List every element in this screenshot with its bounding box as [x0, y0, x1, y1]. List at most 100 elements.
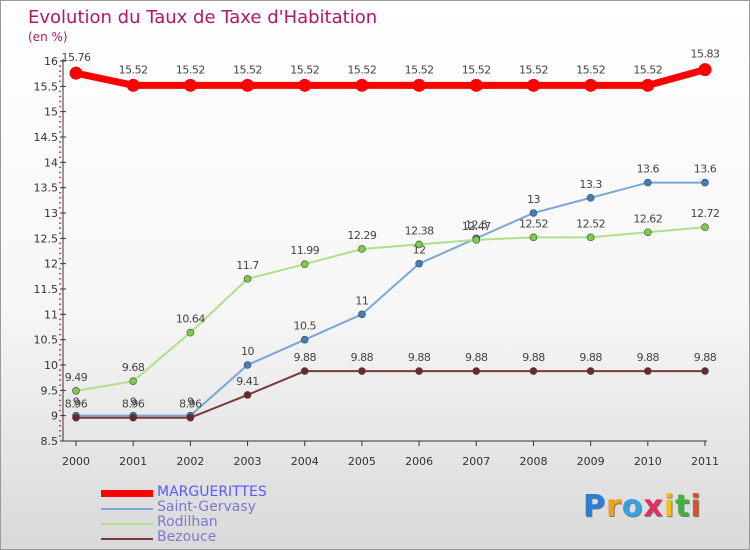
y-tick-label: 8.5: [41, 435, 59, 448]
data-label: 8.96: [122, 398, 145, 411]
y-minor-dot: [59, 419, 61, 422]
y-minor-dot: [59, 156, 61, 159]
y-minor-dot: [59, 303, 61, 306]
logo-letter: P: [583, 489, 606, 524]
chart-unit-label: (en %): [28, 30, 68, 44]
data-label: 15.52: [347, 63, 376, 76]
data-label: 8.96: [179, 398, 202, 411]
y-minor-dot: [59, 207, 61, 209]
data-point: [355, 78, 369, 92]
x-tick-label: 2001: [119, 455, 147, 468]
data-point: [300, 260, 309, 268]
logo-letter: i: [663, 489, 676, 524]
y-minor-dot: [59, 115, 61, 118]
data-label: 9.49: [65, 371, 88, 384]
data-point: [358, 310, 366, 319]
y-tick-label: 13.5: [34, 182, 59, 195]
y-minor-dot: [59, 333, 61, 336]
x-tick-label: 2011: [691, 455, 719, 468]
x-tick-label: 2010: [634, 455, 662, 468]
series-line: [72, 66, 709, 89]
chart-title: Evolution du Taux de Taxe d'Habitation: [28, 7, 378, 28]
y-minor-dot: [59, 404, 61, 407]
y-minor-dot: [59, 95, 61, 98]
y-minor-dot: [59, 435, 61, 437]
y-minor-dot: [59, 247, 61, 250]
y-minor-dot: [59, 293, 61, 295]
y-minor-dot: [59, 232, 61, 235]
y-minor-dot: [59, 323, 61, 326]
y-tick-label: 10.5: [34, 334, 59, 347]
data-label: 9: [130, 396, 137, 409]
logo-letter: i: [690, 489, 702, 524]
data-point: [69, 66, 83, 80]
legend-label: MARGUERITTES: [157, 484, 267, 500]
legend-label: Bezouce: [157, 529, 217, 545]
data-label: 15.76: [62, 51, 91, 64]
data-label: 12.5: [465, 218, 488, 231]
x-tick-label: 2000: [62, 455, 90, 468]
y-minor-dot: [59, 348, 61, 351]
y-minor-dot: [59, 181, 61, 184]
data-label: 9: [187, 396, 194, 409]
y-minor-dot: [59, 308, 61, 311]
y-minor-dot: [59, 151, 61, 154]
y-minor-dot: [59, 65, 61, 67]
data-point: [126, 78, 140, 92]
data-label: 9.88: [408, 351, 431, 364]
data-label: 9.88: [465, 351, 488, 364]
y-minor-dot: [59, 171, 61, 174]
y-minor-dot: [59, 374, 61, 377]
data-point: [243, 391, 252, 399]
y-minor-dot: [59, 131, 61, 133]
y-minor-dot: [59, 369, 61, 371]
legend-label: Rodilhan: [157, 514, 218, 530]
y-minor-dot: [59, 429, 61, 432]
y-minor-dot: [59, 166, 61, 169]
x-tick-label: 2008: [519, 455, 547, 468]
data-label: 15.52: [576, 63, 605, 76]
data-point: [641, 78, 655, 92]
data-point: [584, 78, 598, 92]
series-bezouce: 8.96 8.96 8.96 9.41 9.88 9.88 9.88 9.88 9.88 9.88…: [65, 351, 717, 422]
y-minor-dot: [59, 394, 61, 397]
data-label: 10.5: [293, 320, 316, 333]
series-line: [75, 370, 706, 419]
data-label: 12.52: [519, 217, 548, 230]
data-label: 15.52: [405, 63, 434, 76]
y-tick-label: 15: [44, 106, 58, 119]
y-minor-dot: [59, 141, 61, 143]
data-label: 11.99: [290, 244, 319, 257]
y-tick-label: 13: [44, 207, 58, 220]
y-minor-dot: [59, 222, 61, 225]
y-minor-dot: [59, 257, 61, 260]
y-tick-label: 11.5: [34, 283, 59, 296]
x-tick-label: 2007: [462, 455, 490, 468]
legend-label: Saint-Gervasy: [157, 499, 256, 515]
y-minor-dot: [59, 146, 61, 149]
data-label: 10: [241, 345, 254, 358]
data-point: [469, 78, 483, 92]
y-minor-dot: [59, 242, 61, 245]
data-point: [243, 275, 252, 283]
data-point: [298, 78, 312, 92]
data-point: [72, 387, 80, 395]
series-marguerittes: 15.76 15.52 15.52 15.52 15.52 15.52 15.52 15.52…: [62, 48, 720, 92]
x-tick-label: 2004: [291, 455, 319, 468]
data-label: 15.52: [176, 63, 205, 76]
data-point: [186, 413, 195, 422]
data-label: 15.52: [290, 63, 319, 76]
y-tick-label: 11: [44, 308, 58, 321]
data-point: [586, 233, 595, 242]
data-point: [243, 361, 252, 369]
series-line: [75, 226, 706, 392]
x-tick-label: 2003: [234, 455, 262, 468]
data-label: 12.47: [462, 220, 491, 233]
data-point: [412, 78, 426, 92]
data-label: 13: [527, 193, 540, 206]
data-label: 12.72: [691, 207, 720, 220]
y-minor-dot: [59, 359, 61, 361]
y-minor-dot: [59, 277, 61, 280]
data-label: 11.7: [236, 259, 259, 272]
